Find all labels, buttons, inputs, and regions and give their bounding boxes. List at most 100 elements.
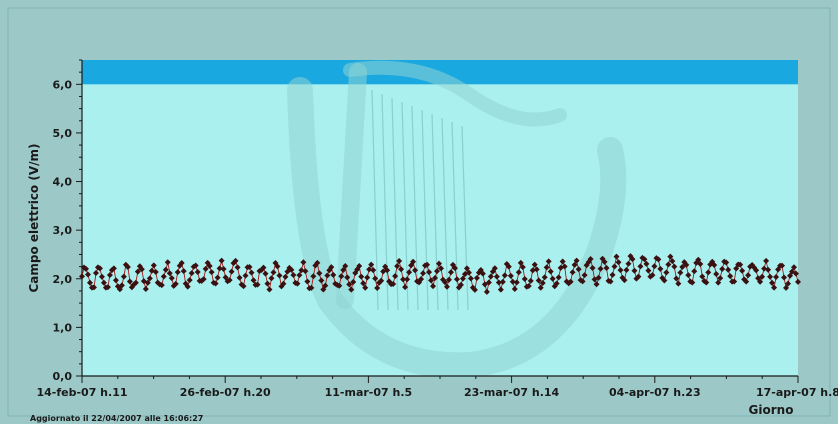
data-point: [533, 266, 540, 273]
data-point: [126, 278, 133, 285]
data-point: [118, 282, 125, 289]
data-point: [172, 280, 179, 287]
data-point: [779, 262, 786, 269]
data-point: [290, 272, 297, 279]
data-point: [771, 284, 778, 291]
data-point: [453, 276, 460, 283]
data-point: [79, 273, 85, 280]
data-point: [412, 267, 419, 274]
data-point: [342, 263, 349, 270]
data-point: [212, 280, 219, 287]
data-point: [723, 259, 730, 266]
data-point: [432, 275, 439, 282]
data-point: [513, 279, 520, 286]
data-point: [597, 265, 604, 272]
data-point: [398, 266, 405, 273]
data-point: [400, 276, 407, 283]
watermark-arc: [287, 77, 627, 379]
data-point: [473, 275, 480, 282]
data-point: [483, 288, 490, 295]
data-point: [795, 278, 801, 285]
data-point: [759, 273, 766, 280]
watermark-string: [421, 109, 429, 311]
data-point: [406, 269, 413, 276]
x-tick-label: 23-mar-07 h.14: [464, 386, 560, 399]
data-point: [402, 284, 409, 291]
data-point: [463, 265, 470, 272]
data-point: [92, 270, 99, 277]
data-point: [308, 284, 315, 291]
data-point: [537, 284, 544, 291]
data-point: [250, 277, 257, 284]
data-point: [232, 257, 239, 264]
data-point: [82, 265, 89, 272]
data-point: [501, 272, 508, 279]
data-point: [228, 268, 235, 275]
data-point: [350, 279, 357, 286]
y-tick-label: 2,0: [53, 273, 73, 286]
data-point: [697, 261, 704, 268]
data-point: [443, 283, 450, 290]
data-point: [404, 276, 411, 283]
data-point: [663, 269, 670, 276]
data-point: [262, 270, 269, 277]
data-point: [691, 268, 698, 275]
data-point: [763, 257, 770, 264]
data-point: [467, 275, 474, 282]
data-point: [362, 284, 369, 291]
data-point: [783, 284, 790, 291]
data-point: [266, 286, 273, 293]
data-point: [192, 262, 199, 269]
data-point: [665, 261, 672, 268]
data-point: [298, 267, 305, 274]
data-point: [166, 270, 173, 277]
data-point: [348, 286, 355, 293]
harp-watermark: [287, 60, 627, 379]
data-point: [613, 253, 620, 260]
data-point: [330, 271, 337, 278]
data-point: [517, 259, 524, 266]
data-point: [437, 265, 444, 272]
data-point: [685, 272, 692, 279]
data-point: [785, 280, 792, 287]
data-point: [575, 266, 582, 273]
data-point: [657, 265, 664, 272]
data-point: [525, 282, 532, 289]
watermark-neck: [343, 60, 567, 127]
data-point: [322, 282, 329, 289]
data-point: [132, 279, 139, 286]
data-point: [479, 270, 486, 277]
data-point: [226, 277, 233, 284]
y-axis-title: Campo elettrico (V/m): [27, 144, 41, 293]
data-point: [787, 272, 794, 279]
data-point: [669, 258, 676, 265]
data-point: [459, 275, 466, 282]
data-point: [725, 266, 732, 273]
data-point: [254, 281, 261, 288]
data-point: [162, 266, 169, 273]
data-point: [593, 281, 600, 288]
x-tick-label: 17-apr-07 h.8: [756, 386, 838, 399]
data-point: [717, 275, 724, 282]
data-point: [535, 277, 542, 284]
data-point: [420, 270, 427, 277]
data-point: [635, 273, 642, 280]
data-point: [394, 263, 401, 270]
data-point: [84, 271, 91, 278]
data-point: [302, 268, 309, 275]
data-point: [547, 268, 554, 275]
data-point: [623, 267, 630, 274]
data-point: [773, 273, 780, 280]
data-point: [631, 267, 638, 274]
data-point: [112, 277, 119, 284]
data-point: [679, 264, 686, 271]
data-point: [104, 284, 111, 291]
data-point: [426, 269, 433, 276]
data-point: [384, 267, 391, 274]
data-point: [667, 253, 674, 260]
y-tick-label: 1,0: [53, 321, 73, 334]
data-point: [641, 256, 648, 263]
data-point: [360, 280, 367, 287]
data-point: [338, 273, 345, 280]
watermark-pillar: [336, 63, 367, 309]
